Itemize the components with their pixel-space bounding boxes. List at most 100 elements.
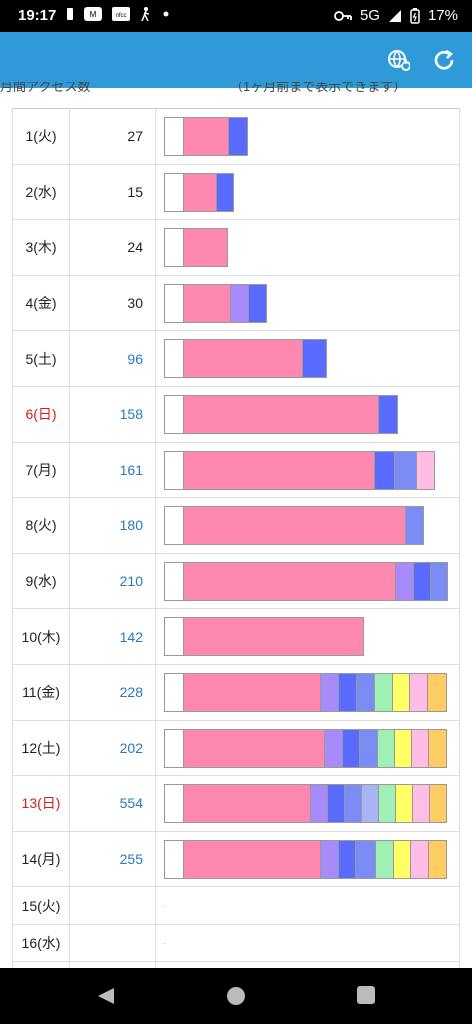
- bar-segment-lavender: [361, 784, 379, 824]
- bar-segment-periwinkle: [359, 728, 378, 768]
- app-bar: [0, 32, 472, 88]
- bar-cell: [156, 387, 460, 442]
- count-value: 15: [70, 164, 156, 220]
- dot-icon: [163, 11, 169, 17]
- bar-segment-mint: [377, 728, 395, 768]
- walk-icon: [141, 7, 150, 21]
- stacked-bar: [164, 617, 364, 657]
- bar-segment-white: [164, 228, 184, 268]
- table-row: 6(日) 158: [12, 387, 460, 443]
- count-link[interactable]: 554: [70, 776, 156, 831]
- bar-segment-light-pink: [411, 728, 429, 768]
- bar-cell: [156, 164, 460, 220]
- bar-segment-mint: [378, 784, 396, 824]
- bar-segment-pink: [183, 395, 379, 434]
- bar-segment-pink: [183, 617, 364, 657]
- day-label: 10(木): [12, 609, 70, 664]
- bar-segment-periwinkle: [394, 450, 417, 490]
- bar-segment-periwinkle: [430, 561, 448, 601]
- bar-segment-pink: [183, 172, 217, 212]
- table-row: 2(水) 15: [12, 164, 460, 221]
- status-right: 5G 17%: [334, 7, 458, 24]
- back-button[interactable]: [96, 986, 116, 1011]
- bar-segment-white: [164, 728, 184, 768]
- count-value: [70, 887, 156, 924]
- bar-cell: [156, 442, 460, 498]
- back-icon: [98, 988, 114, 1004]
- bar-segment-yellow: [394, 728, 412, 768]
- count-value: 30: [70, 275, 156, 331]
- day-label: 6(日): [12, 387, 70, 442]
- count-link[interactable]: 180: [70, 498, 156, 553]
- signal-icon: [388, 9, 401, 22]
- bar-segment-yellow: [395, 784, 413, 824]
- bar-segment-periwinkle: [405, 506, 424, 546]
- bar-segment-pink: [183, 117, 229, 156]
- bar-segment-orange: [427, 673, 447, 712]
- day-label: 7(月): [12, 442, 70, 498]
- table-row: 8(火) 180: [12, 498, 460, 554]
- home-button[interactable]: [226, 986, 246, 1011]
- recents-icon: [357, 986, 375, 1004]
- bar-cell: [156, 609, 460, 664]
- bar-segment-blue: [374, 450, 395, 490]
- reload-button[interactable]: [430, 46, 458, 74]
- bar-segment-violet: [310, 784, 328, 824]
- table-row: [12, 962, 460, 968]
- table-row: 14(月) 255: [12, 831, 460, 888]
- bar-segment-white: [164, 339, 184, 379]
- bar-segment-white: [164, 283, 184, 323]
- status-bar: 19:17 M nfcc 5G 17%: [0, 0, 472, 32]
- navigation-bar: [0, 968, 472, 1024]
- app-icon: nfcc: [112, 7, 130, 21]
- empty-bar: [164, 943, 165, 945]
- count-link[interactable]: 228: [70, 665, 156, 720]
- svg-text:M: M: [90, 10, 97, 19]
- count-link[interactable]: 96: [70, 331, 156, 386]
- bar-segment-white: [164, 784, 184, 824]
- count-link[interactable]: 202: [70, 720, 156, 776]
- bar-segment-pink: [183, 339, 303, 379]
- notification-icon: [67, 8, 73, 20]
- globe-refresh-button[interactable]: [384, 46, 412, 74]
- recents-button[interactable]: [357, 986, 375, 1009]
- day-label: 5(土): [12, 331, 70, 386]
- stacked-bar: [164, 228, 228, 268]
- stacked-bar: [164, 395, 398, 434]
- bar-segment-blue: [248, 283, 267, 323]
- bar-cell: [156, 776, 460, 831]
- count-link[interactable]: 161: [70, 442, 156, 498]
- status-time: 19:17: [18, 7, 57, 24]
- stacked-bar: [164, 117, 248, 156]
- day-label: 9(水): [12, 553, 70, 609]
- bar-segment-orange: [429, 784, 447, 824]
- count-link[interactable]: 255: [70, 831, 156, 887]
- bar-segment-pink: [183, 506, 406, 546]
- bar-segment-blue: [228, 117, 248, 156]
- bar-segment-blue: [378, 395, 398, 434]
- count-link[interactable]: 142: [70, 609, 156, 664]
- day-label: 16(水): [12, 924, 70, 962]
- table-row: 4(金) 30: [12, 275, 460, 332]
- day-label: 13(日): [12, 776, 70, 831]
- stacked-bar: [164, 172, 234, 212]
- count-link[interactable]: 210: [70, 553, 156, 609]
- table-row: 11(金) 228: [12, 665, 460, 721]
- globe-refresh-icon: [388, 50, 410, 71]
- bar-segment-light-pink: [409, 673, 428, 712]
- bar-cell: [156, 498, 460, 553]
- count-value: [70, 924, 156, 962]
- bar-segment-white: [164, 117, 184, 156]
- bar-segment-violet: [230, 283, 249, 323]
- bar-segment-yellow: [392, 673, 410, 712]
- count-value: 27: [70, 109, 156, 164]
- bar-segment-white: [164, 839, 184, 879]
- day-label: 1(火): [12, 109, 70, 164]
- bar-segment-white: [164, 395, 184, 434]
- day-label: 11(金): [12, 665, 70, 720]
- count-link[interactable]: 158: [70, 387, 156, 442]
- bar-segment-blue: [216, 172, 234, 212]
- bar-segment-pink: [183, 450, 375, 490]
- bar-cell: [156, 220, 460, 275]
- empty-bar: [164, 905, 165, 907]
